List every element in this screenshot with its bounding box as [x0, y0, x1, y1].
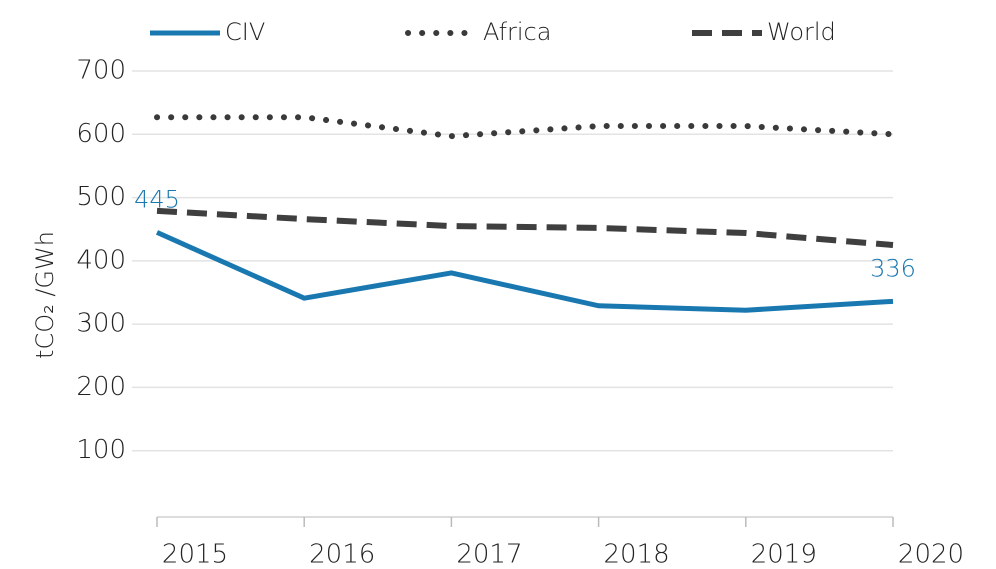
y-tick-label: 700 — [76, 56, 126, 86]
y-tick-label: 400 — [76, 245, 126, 275]
series-line — [154, 114, 896, 140]
legend-label: CIV — [225, 18, 265, 46]
y-tick-label: 200 — [76, 372, 126, 402]
legend-label: Africa — [483, 18, 551, 46]
x-tick-label: 2015 — [162, 540, 228, 569]
data-label: 445 — [134, 185, 180, 213]
y-tick-label: 500 — [76, 182, 126, 212]
x-tick-label: 2016 — [309, 540, 375, 569]
x-tick-label: 2018 — [604, 540, 670, 569]
x-tick-label: 2020 — [898, 540, 964, 569]
series-line — [156, 207, 894, 249]
legend-label: World — [767, 18, 836, 46]
data-label: 336 — [870, 254, 916, 282]
y-axis-label: tCO₂ /GWh — [31, 231, 59, 359]
x-tick-label: 2019 — [751, 540, 817, 569]
y-tick-label: 300 — [76, 309, 126, 339]
series-line — [155, 230, 894, 313]
y-tick-label: 100 — [76, 435, 126, 465]
x-tick-label: 2017 — [456, 540, 522, 569]
y-tick-label: 600 — [76, 119, 126, 149]
